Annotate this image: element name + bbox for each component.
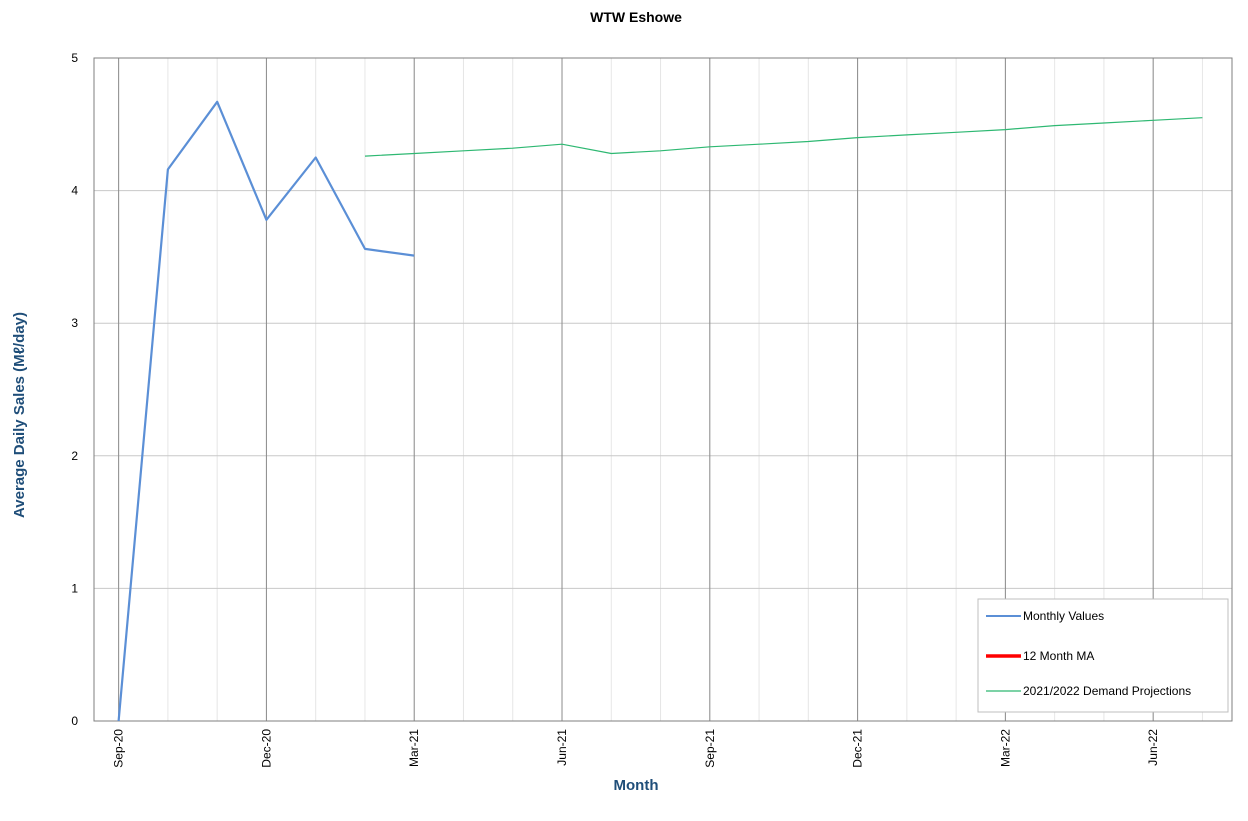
- y-tick-label: 0: [71, 714, 78, 728]
- series-line-0: [117, 100, 415, 722]
- y-tick-label: 4: [71, 184, 78, 198]
- y-axis-label: Average Daily Sales (Mℓ/day): [11, 312, 28, 518]
- plot-area-border: [93, 57, 1233, 722]
- y-tick-label: 3: [71, 316, 78, 330]
- chart-title: WTW Eshowe: [590, 9, 682, 25]
- x-tick-label: Sep-21: [703, 729, 717, 768]
- series-lines: [117, 100, 1203, 722]
- x-axis-label: Month: [614, 777, 659, 794]
- x-tick-label: Dec-21: [851, 729, 865, 768]
- legend: Monthly Values 12 Month MA 2021/2022 Dem…: [977, 598, 1229, 713]
- y-tick-label: 5: [71, 51, 78, 65]
- x-tick-label: Dec-20: [259, 729, 273, 768]
- x-tick-label: Jun-22: [1146, 729, 1160, 766]
- x-tick-label: Jun-21: [555, 729, 569, 766]
- y-tick-label: 2: [71, 449, 78, 463]
- y-tick-label: 1: [71, 581, 78, 595]
- x-tick-label: Mar-21: [407, 729, 421, 767]
- y-axis-ticks: 0 1 2 3 4 5: [71, 51, 78, 728]
- legend-label-monthly-values: Monthly Values: [1023, 609, 1104, 623]
- x-axis-ticks: Sep-20 Dec-20 Mar-21 Jun-21 Sep-21 Dec-21 Mar-…: [112, 729, 1161, 768]
- x-tick-label: Mar-22: [998, 729, 1012, 767]
- x-tick-label: Sep-20: [112, 729, 126, 768]
- series-line-2: [364, 117, 1203, 157]
- legend-label-12-month-ma: 12 Month MA: [1023, 649, 1094, 663]
- legend-label-demand-projections: 2021/2022 Demand Projections: [1023, 684, 1191, 698]
